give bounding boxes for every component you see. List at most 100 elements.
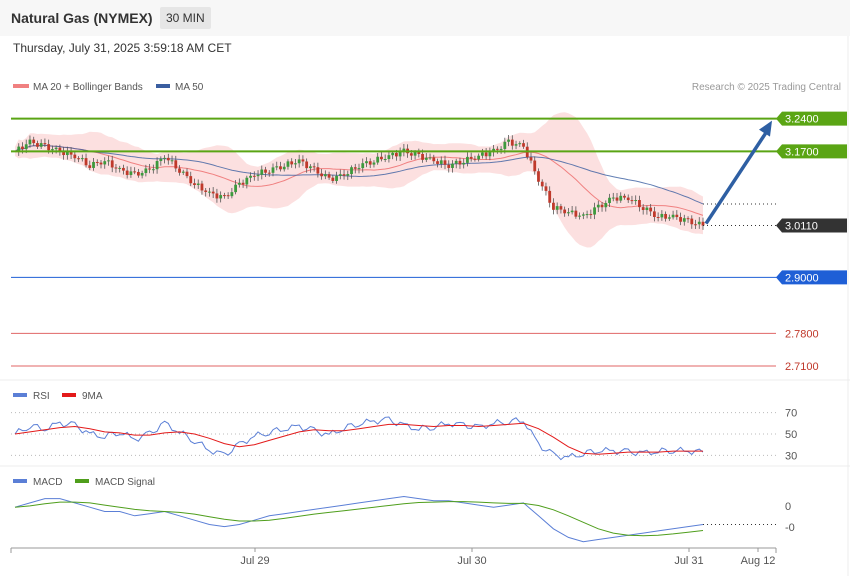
- candle-body: [675, 214, 679, 218]
- forecast-arrowhead: [759, 120, 772, 137]
- candle-body: [593, 207, 596, 215]
- candle-body: [421, 153, 424, 160]
- candle-body: [499, 148, 503, 150]
- candle-body: [73, 154, 77, 159]
- candle-body: [518, 143, 522, 145]
- candle-body: [320, 173, 324, 177]
- candle-body: [297, 159, 301, 164]
- candle-body: [39, 143, 43, 147]
- candle-body: [645, 207, 649, 211]
- x-axis-ticks: Jul 29 Jul 30 Jul 31 Aug 12: [10, 548, 777, 567]
- candle-body: [641, 207, 645, 211]
- candle-body: [522, 143, 525, 147]
- candle-body: [241, 182, 245, 185]
- timeframe-button[interactable]: 30 MIN: [160, 7, 211, 29]
- candle-body: [671, 214, 675, 218]
- candle-body: [690, 218, 694, 225]
- legend-ma50-swatch: [156, 84, 170, 88]
- candle-body: [682, 218, 686, 222]
- candle-body: [451, 163, 454, 168]
- candle-body: [686, 218, 690, 220]
- candle-body: [342, 174, 346, 176]
- candle-body: [697, 221, 701, 225]
- candle-body: [114, 167, 118, 169]
- candle-body: [372, 162, 376, 165]
- candle-body: [335, 175, 338, 181]
- candle-body: [566, 212, 570, 214]
- candle-body: [623, 195, 626, 198]
- candle-body: [409, 153, 413, 156]
- candle-body: [43, 143, 47, 145]
- candle-body: [376, 156, 380, 163]
- candle-body: [679, 217, 682, 222]
- candle-body: [219, 195, 223, 199]
- candle-body: [140, 172, 144, 176]
- candle-body: [118, 167, 122, 169]
- legend-ma20-label: MA 20 + Bollinger Bands: [33, 82, 143, 93]
- candle-body: [178, 168, 181, 173]
- candle-body: [271, 167, 275, 173]
- candle-body: [503, 141, 507, 149]
- candle-body: [413, 152, 417, 156]
- candle-body: [65, 151, 69, 156]
- candle-body: [103, 161, 107, 165]
- rsi-tick-label: 30: [785, 450, 797, 462]
- candle-body: [391, 152, 395, 156]
- candle-body: [495, 148, 499, 150]
- candle-body: [660, 213, 664, 218]
- candle-body: [574, 210, 578, 217]
- candle-body: [17, 146, 21, 152]
- legend-rsi-ma-swatch: [62, 393, 76, 397]
- candle-body: [630, 200, 634, 202]
- candle-body: [77, 158, 80, 160]
- candle-body: [570, 210, 574, 213]
- candle-body: [361, 163, 365, 169]
- candle-body: [290, 161, 294, 165]
- candle-body: [469, 156, 473, 159]
- x-axis-tick-label: Jul 31: [674, 555, 703, 567]
- candle-body: [514, 144, 518, 146]
- candle-body: [540, 181, 544, 187]
- candle-body: [544, 186, 548, 191]
- candle-body: [694, 224, 697, 226]
- candle-body: [480, 152, 484, 156]
- candle-body: [548, 190, 552, 203]
- candle-body: [155, 161, 159, 170]
- candle-body: [596, 204, 600, 208]
- candle-body: [559, 206, 563, 210]
- candle-body: [555, 206, 559, 210]
- rsi-ma-line: [14, 422, 703, 455]
- candle-body: [604, 203, 608, 208]
- candle-body: [28, 139, 32, 145]
- candle-body: [581, 214, 585, 216]
- candle-body: [387, 155, 391, 159]
- candle-body: [308, 166, 312, 169]
- candle-body: [133, 171, 137, 173]
- candle-body: [88, 165, 92, 168]
- candle-body: [664, 213, 668, 219]
- legend-macd-signal-label: MACD Signal: [95, 477, 155, 488]
- candle-body: [327, 174, 331, 178]
- candle-body: [365, 161, 368, 164]
- candle-body: [136, 171, 140, 176]
- candle-body: [208, 191, 211, 193]
- candle-body: [166, 157, 170, 161]
- candle-body: [634, 200, 638, 202]
- candle-body: [245, 177, 249, 185]
- candle-body: [611, 197, 615, 199]
- candle-body: [249, 175, 252, 178]
- candle-body: [170, 160, 174, 162]
- candle-body: [107, 160, 110, 162]
- resistance-label: 3.2400: [785, 114, 819, 126]
- candle-body: [417, 152, 421, 154]
- chart-header: Natural Gas (NYMEX) 30 MIN: [0, 0, 850, 36]
- rsi-tick-label: 50: [785, 429, 797, 441]
- candle-body: [21, 146, 24, 150]
- candle-body: [346, 174, 350, 176]
- candle-body: [619, 195, 623, 201]
- candle-body: [110, 160, 114, 168]
- candle-body: [234, 184, 238, 193]
- x-axis-tick-label: Aug 12: [741, 555, 776, 567]
- candle-body: [638, 200, 641, 208]
